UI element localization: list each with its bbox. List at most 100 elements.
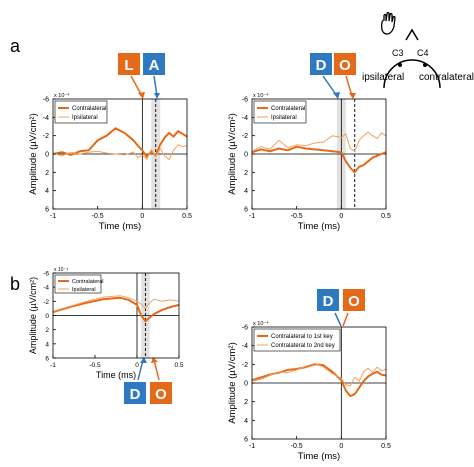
legend-entry: Contralateral: [72, 279, 104, 285]
exponent-label: x 10⁻⁴: [253, 320, 269, 327]
letter-box-O-b-right: O: [343, 289, 365, 311]
y-axis-label: Amplitude (µV/cm²): [227, 342, 238, 424]
letter-box-D-b-left: D: [124, 382, 146, 404]
x-tick-label: -1: [50, 362, 56, 369]
series-line-primary: [251, 363, 387, 398]
y-axis-label: Amplitude (µV/cm²): [28, 113, 39, 195]
svg-text:D: D: [130, 386, 141, 403]
x-axis-label: Time (ms): [298, 221, 340, 232]
y-tick-label: -2: [43, 133, 49, 140]
contralateral-label: contralateral: [419, 72, 474, 83]
y-tick-label: 2: [244, 399, 248, 406]
legend-entry: Contralateral: [271, 106, 305, 112]
svg-text:O: O: [348, 293, 360, 310]
panel-label-a: a: [10, 36, 21, 56]
arrow-D-a: [322, 75, 338, 97]
series-line-secondary: [52, 295, 180, 312]
arrow-O-a: [345, 75, 353, 97]
y-tick-label: 4: [45, 341, 49, 348]
legend-entry: Contralateral to 1st key: [271, 334, 333, 340]
x-tick-label: 0.5: [174, 362, 183, 369]
svg-text:O: O: [339, 57, 351, 74]
y-tick-label: 6: [244, 207, 248, 214]
x-axis-label: Time (ms): [96, 370, 136, 380]
x-tick-label: 0: [339, 213, 343, 220]
x-tick-label: -1: [249, 213, 255, 220]
legend-box: [253, 328, 341, 352]
head-diagram: C3 C4 ipsilateral contralateral: [362, 11, 474, 89]
y-tick-label: 6: [244, 437, 248, 444]
arrow-D-b-left-head: [140, 357, 147, 363]
legend: Contralateral to 1st key Contralateral to…: [253, 328, 341, 352]
panel-label-b: b: [10, 274, 20, 294]
x-tick-label: 0.5: [381, 213, 391, 220]
x-tick-label: -0.5: [291, 443, 303, 450]
series-line-secondary: [251, 362, 387, 387]
x-tick-label: 0.5: [182, 213, 192, 220]
y-tick-label: 0: [45, 313, 49, 320]
chart-a-left: -6 -4 -2 0 2 4 6-1 -0.5 0 0.5 x 10⁻⁴ Time (ms) Ampli…: [28, 92, 192, 232]
arrow-O-b-left: [153, 359, 160, 381]
x-tick-label: 0: [135, 362, 139, 369]
x-tick-label: -1: [50, 213, 56, 220]
y-tick-label: -4: [242, 343, 248, 350]
y-tick-label: 6: [45, 207, 49, 214]
y-tick-label: -2: [242, 133, 248, 140]
exponent-label: x 10⁻⁴: [54, 267, 68, 273]
exponent-label: x 10⁻⁴: [253, 92, 269, 99]
letter-box-A: A: [143, 53, 165, 75]
series-line-primary: [251, 145, 387, 174]
y-tick-label: -4: [43, 115, 49, 122]
chart-a-right: -6 -4 -2 0 2 4 6-1 -0.5 0 0.5 x 10⁻⁴ Time (ms) Ampli…: [227, 92, 391, 232]
nose-shape: [405, 28, 419, 41]
legend: Contralateral Ipsilateral: [253, 100, 307, 124]
letter-box-D-a: D: [310, 53, 332, 75]
y-tick-label: -6: [242, 325, 248, 332]
svg-text:O: O: [155, 386, 167, 403]
y-tick-label: 2: [45, 327, 49, 334]
arrow-L-head: [138, 92, 145, 99]
arrow-O-b-left-head: [151, 357, 158, 363]
svg-text:L: L: [124, 57, 133, 74]
arrow-O-a-head: [349, 93, 356, 99]
svg-text:A: A: [149, 57, 160, 74]
x-axis-label: Time (ms): [99, 221, 141, 232]
legend-entry: Contralateral to 2nd key: [271, 343, 335, 349]
y-tick-label: 4: [244, 188, 248, 195]
y-tick-label: 0: [244, 381, 248, 388]
x-axis-label: Time (ms): [298, 451, 340, 462]
head-outline: [383, 59, 441, 89]
legend-entry: Ipsilateral: [72, 115, 98, 121]
svg-text:D: D: [323, 293, 334, 310]
y-axis-label: Amplitude (µV/cm²): [227, 113, 238, 195]
arrow-A-head: [154, 93, 160, 99]
y-tick-label: 2: [244, 170, 248, 177]
letter-box-L: L: [118, 53, 140, 75]
arrow-A: [153, 75, 158, 97]
electrode-c4-label: C4: [417, 48, 429, 58]
series-line-secondary: [251, 131, 387, 152]
x-tick-label: 0.5: [381, 443, 391, 450]
ipsilateral-label: ipsilateral: [362, 72, 404, 83]
y-tick-label: 6: [45, 356, 49, 363]
y-tick-label: 0: [45, 152, 49, 159]
y-tick-label: -6: [242, 97, 248, 104]
x-tick-label: -0.5: [89, 362, 101, 369]
letter-box-O-a: O: [334, 53, 356, 75]
arrow-O-b-right: [342, 312, 349, 327]
y-tick-label: -2: [43, 299, 49, 306]
chart-b-right: -6 -4 -2 0 2 4 6-1 -0.5 0 0.5 x 10⁻⁴ Time (ms) Ampli…: [227, 320, 391, 462]
y-tick-label: -6: [43, 97, 49, 104]
series-line-secondary: [52, 144, 188, 160]
y-tick-label: -4: [43, 285, 49, 292]
y-tick-label: 2: [45, 170, 49, 177]
legend: Contralateral Ipsilateral: [54, 274, 104, 294]
series-line-primary: [52, 127, 188, 158]
arrow-D-a-head: [333, 92, 340, 99]
letter-box-O-b-left: O: [150, 382, 172, 404]
legend-entry: Ipsilateral: [271, 115, 297, 121]
y-tick-label: 4: [45, 188, 49, 195]
legend-entry: Ipsilateral: [72, 287, 96, 293]
x-tick-label: 0: [140, 213, 144, 220]
